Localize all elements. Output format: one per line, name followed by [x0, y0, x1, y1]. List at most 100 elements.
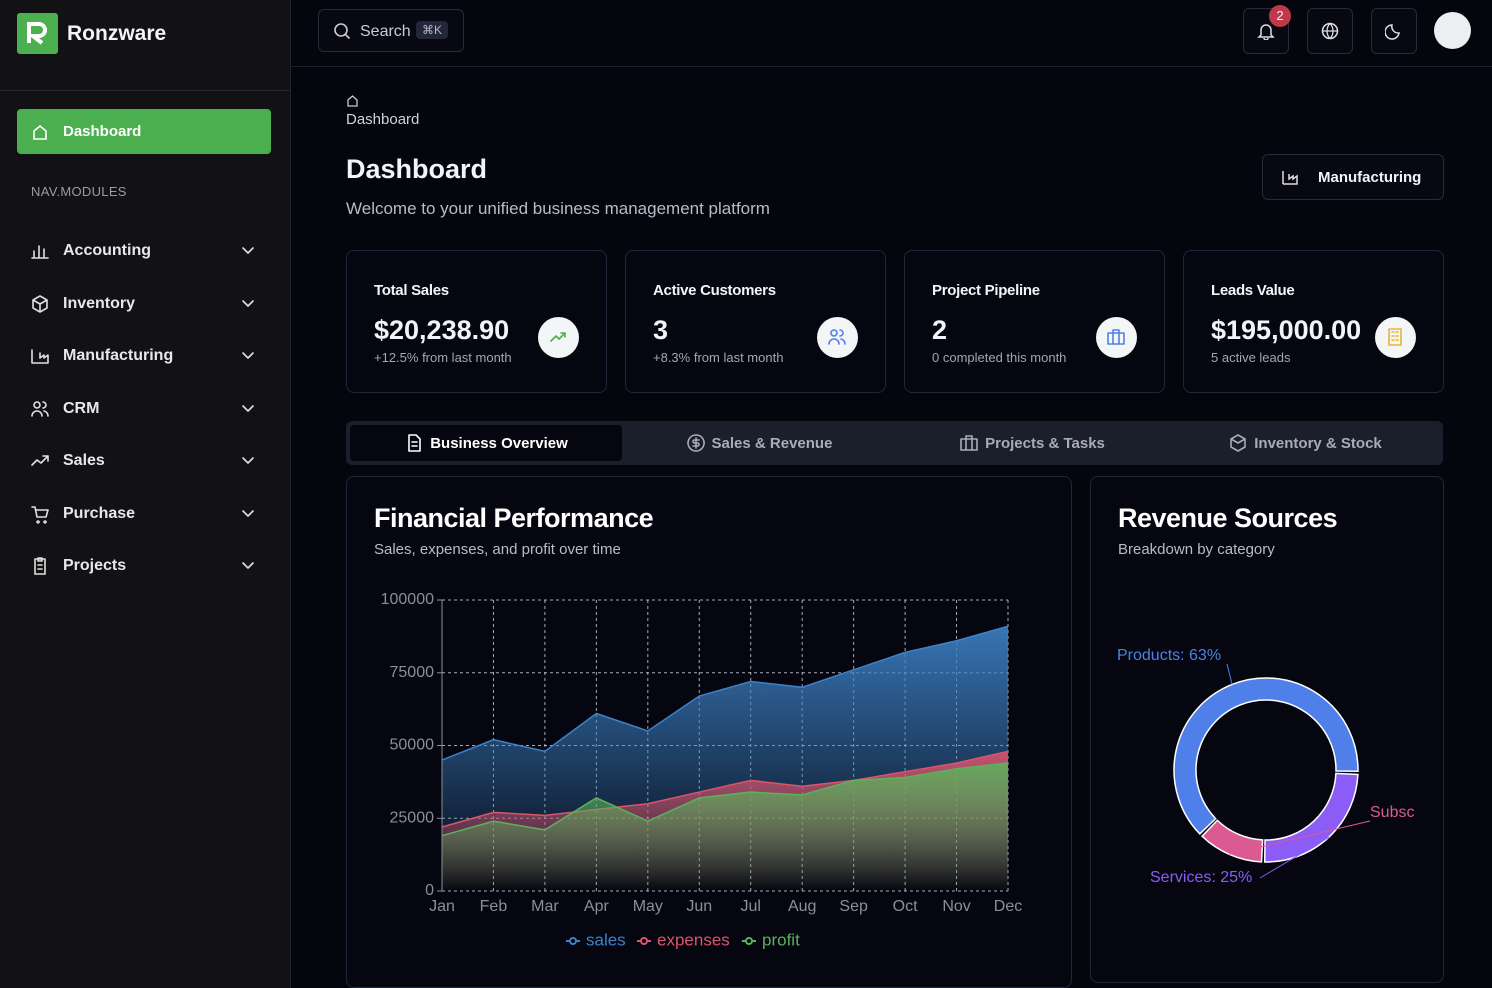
stat-value: 3: [653, 315, 669, 345]
nav-item[interactable]: Projects: [0, 545, 290, 585]
chart-subtitle: Sales, expenses, and profit over time: [374, 541, 621, 558]
icon: [242, 457, 254, 464]
x-tick-label: Mar: [531, 898, 559, 915]
donut-slice: [1263, 772, 1359, 863]
icon: [31, 455, 49, 466]
chart-panel: [1090, 476, 1444, 983]
tab-label: Business Overview: [350, 435, 622, 452]
icon: [828, 329, 846, 345]
tab-text: Sales & Revenue: [711, 435, 833, 452]
legend-label: expenses: [657, 930, 730, 949]
icon: [242, 562, 254, 569]
y-tick-label: 25000: [390, 809, 435, 826]
slice-label: Services: 25%: [1150, 869, 1252, 886]
x-tick-label: Dec: [994, 898, 1022, 915]
chart-title: Revenue Sources: [1118, 503, 1337, 533]
language[interactable]: [1307, 8, 1353, 54]
icon: [31, 505, 49, 524]
topbar-border: [291, 66, 1492, 67]
tab-label: Sales & Revenue: [623, 435, 895, 452]
legend-marker: [640, 937, 648, 945]
stat-note: 5 active leads: [1211, 350, 1291, 365]
tab-text: Projects & Tasks: [985, 435, 1105, 452]
stat-label: Leads Value: [1211, 282, 1295, 299]
tab-text: Business Overview: [430, 435, 568, 452]
nav-label: Accounting: [63, 242, 151, 259]
tab[interactable]: Business Overview: [350, 425, 622, 461]
badge: 2: [1269, 5, 1291, 27]
nav-item[interactable]: Manufacturing: [0, 335, 290, 375]
button-label: Manufacturing: [1318, 169, 1422, 186]
stat-label: Project Pipeline: [932, 282, 1040, 299]
nav-label: Manufacturing: [63, 347, 174, 364]
breadcrumb[interactable]: Dashboard: [346, 111, 420, 128]
nav-label: Purchase: [63, 504, 136, 522]
slice-label: Products: 63%: [1117, 647, 1221, 664]
module-button[interactable]: Manufacturing: [1262, 154, 1444, 200]
tab-text: Inventory & Stock: [1254, 435, 1382, 452]
icon: [31, 349, 49, 364]
y-tick-label: 100000: [381, 591, 434, 608]
nav-label: Inventory: [63, 294, 136, 312]
nav-active[interactable]: Dashboard: [17, 109, 271, 154]
leader-line: [1226, 663, 1233, 685]
page-subtitle: Welcome to your unified business managem…: [346, 199, 770, 218]
nav-label: Projects: [63, 557, 127, 574]
leader-line: [1229, 820, 1371, 855]
stat-note: 0 completed this month: [932, 350, 1067, 365]
slice-label: Subsc: [1370, 804, 1414, 821]
nav-label: CRM: [63, 399, 100, 417]
tab[interactable]: Sales & Revenue: [623, 425, 895, 461]
stat-value: $195,000.00: [1211, 315, 1362, 345]
area-fill: [442, 762, 1008, 891]
y-tick-label: 0: [425, 882, 434, 899]
stat-icon: [817, 317, 858, 358]
icon: [242, 299, 254, 307]
icon: [242, 352, 254, 359]
stat-label: Total Sales: [374, 282, 449, 299]
home-icon: [347, 95, 358, 107]
stat-note: +12.5% from last month: [374, 350, 512, 365]
icon: [1230, 434, 1247, 452]
search[interactable]: Search ⌘K: [318, 9, 464, 52]
leader-line: [1259, 836, 1330, 879]
stat-value: $20,238.90: [374, 315, 510, 345]
nav-item[interactable]: Accounting: [0, 230, 290, 270]
tab[interactable]: Inventory & Stock: [1169, 425, 1441, 461]
series-line: [441, 762, 1009, 837]
nav-item[interactable]: CRM: [0, 388, 290, 428]
series-line: [441, 750, 1009, 828]
icon: [32, 294, 48, 313]
x-tick-label: May: [633, 898, 663, 915]
x-tick-label: Feb: [480, 898, 508, 915]
nav-label: Sales: [63, 452, 105, 469]
icon: [34, 557, 46, 575]
avatar[interactable]: [1434, 12, 1471, 49]
y-tick-label: 50000: [390, 737, 435, 754]
section-label: NAV.MODULES: [31, 184, 127, 199]
x-tick-label: Jul: [741, 898, 761, 915]
series-line: [441, 625, 1009, 761]
search-label: Search: [360, 23, 411, 40]
stat-card: Active Customers 3 +8.3% from last month: [625, 250, 886, 393]
shortcut: ⌘K: [416, 21, 449, 39]
nav-item[interactable]: Purchase: [0, 493, 290, 533]
legend-label: profit: [762, 930, 800, 949]
tab[interactable]: Projects & Tasks: [896, 425, 1168, 461]
x-tick-label: Apr: [584, 898, 610, 915]
icon: [686, 434, 705, 452]
legend-marker: [569, 937, 577, 945]
tab-label: Projects & Tasks: [896, 435, 1168, 452]
icon: [242, 509, 254, 517]
nav-item[interactable]: Sales: [0, 440, 290, 480]
stat-value: 2: [932, 315, 948, 345]
theme[interactable]: [1371, 8, 1417, 54]
brand: Ronzware: [67, 22, 167, 45]
chart-title: Financial Performance: [374, 503, 654, 533]
stat-card: Project Pipeline 2 0 completed this month: [904, 250, 1165, 393]
nav-item[interactable]: Inventory: [0, 283, 290, 323]
icon: [242, 404, 254, 412]
icon: [242, 247, 254, 254]
